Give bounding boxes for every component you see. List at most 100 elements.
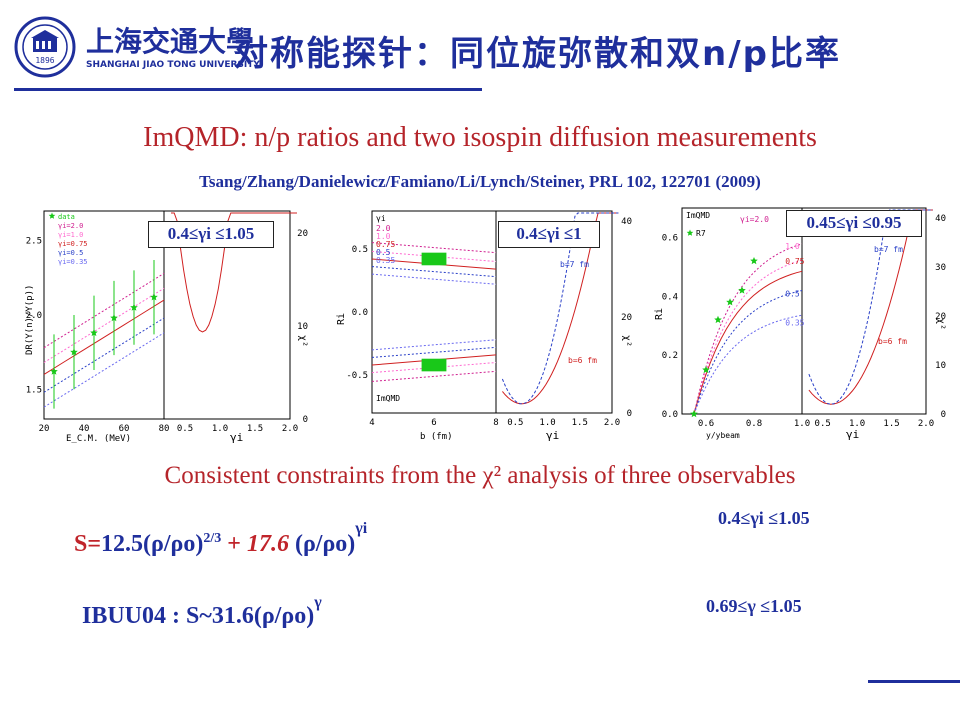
p1-xtick-2: 60: [119, 424, 130, 434]
p3-chitick-1: 10: [935, 361, 946, 371]
p1-ylabel: DR(Y(n)/Y(p)): [25, 285, 35, 355]
p2-xtick-1: 6: [431, 418, 436, 428]
p2-lower-curve-0: [371, 370, 497, 382]
p3-chitick-4: 40: [935, 214, 946, 224]
p1-model-curve-0: [43, 272, 165, 349]
p2-legend-3: 0.5: [376, 248, 391, 257]
p1-legend-5: γi=0.35: [58, 258, 88, 266]
p3-curve-label-3: 0.35: [785, 319, 804, 328]
p1-model-curve-2: [43, 299, 165, 375]
panel3-range-box: 0.45≤γi ≤0.95: [786, 210, 922, 237]
university-seal: 1896: [14, 16, 76, 78]
p1-model-curve-4: [43, 332, 165, 408]
p1-data-point-2: [90, 328, 98, 337]
formula-s: S=: [74, 531, 102, 557]
p3-xlabel2: γi: [846, 428, 859, 441]
p3-data-point-0: [690, 410, 698, 418]
p3-xtick2-1: 1.0: [849, 419, 865, 429]
header-divider: [14, 88, 482, 91]
logo-english: SHANGHAI JIAO TONG UNIVERSITY: [86, 60, 260, 70]
p1-chitick-0: 0: [303, 415, 308, 425]
p2-legend-4: 0.35: [376, 256, 395, 265]
p1-xtick-1: 40: [79, 424, 90, 434]
p1-ytick-0: 1.5: [26, 385, 42, 395]
p3-legend-r7: R7: [696, 229, 706, 238]
p3-xtick2-3: 2.0: [918, 419, 934, 429]
p1-data-point-0: [50, 367, 58, 375]
p3-ytick-3: 0.6: [662, 233, 678, 243]
formula-ibuu04: IBUU04 : S~31.6(ρ/ρo)γ: [82, 594, 322, 630]
p1-xlabel2: γi: [230, 431, 243, 444]
p2-b6-label: b=6 fm: [568, 356, 597, 365]
p3-xlabel: y/ybeam: [706, 431, 740, 440]
p1-chi2-curve: [171, 212, 297, 333]
p1-ytick-1: 2.0: [26, 311, 42, 321]
p2-upper-curve-0: [371, 242, 497, 254]
p2-chitick-0: 0: [627, 409, 632, 419]
p2-b7-label: b=7 fm: [560, 260, 589, 269]
p3-xtick2-0: 0.5: [815, 419, 831, 429]
p3-xtick2-2: 1.5: [883, 419, 899, 429]
p2-chitick-1: 20: [621, 313, 632, 323]
formula-imqmd: S=12.5(ρ/ρo)2/3 + 17.6 (ρ/ρo)γi: [74, 520, 367, 558]
p1-legend-2: γi=1.0: [58, 231, 83, 239]
p2-legend-0: 2.0: [376, 224, 391, 233]
formula-exp2: γi: [355, 520, 368, 537]
p2-legend-1: 1.0: [376, 232, 391, 241]
p3-xtick-0: 0.6: [698, 419, 714, 429]
p3-legend-head: γi=2.0: [740, 215, 769, 224]
p1-chi-label: χ²: [297, 335, 308, 347]
chart-panel-2: Ri b (fm) γi χ² ImQMD b=7 fm b=6 fm γi2.…: [336, 210, 632, 442]
p1-legend-4: γi=0.5: [58, 249, 83, 257]
chart-panel-3: Ri y/ybeam γi χ² ImQMD γi=2.0 R7 b=7 fm …: [654, 207, 946, 441]
p2-ytick-2: 0.5: [352, 245, 368, 255]
p1-model-curve-3: [43, 317, 165, 393]
p1-data-point-4: [130, 303, 138, 311]
p3-data-point-3: [726, 298, 734, 306]
p3-data-point-4: [738, 286, 746, 294]
formula-plus: +: [221, 531, 247, 557]
p2-upper-curve-4: [371, 273, 497, 285]
p3-xtick-2: 1.0: [794, 419, 810, 429]
p1-xtick2-3: 2.0: [282, 424, 298, 434]
p2-xtick2-1: 1.0: [539, 418, 555, 428]
p2-xtick2-3: 2.0: [604, 418, 620, 428]
seal-year: 1896: [35, 56, 54, 65]
p1-legend-0: data: [58, 213, 75, 221]
p3-ytick-2: 0.4: [662, 292, 678, 302]
p1-xtick-3: 80: [159, 424, 170, 434]
p3-model-curve-1: [693, 259, 803, 415]
p3-chi2-b7: [808, 209, 933, 405]
p3-b7-label: b=7 fm: [874, 245, 903, 254]
page-title: 对称能探针：同位旋弥散和双n/p比率: [234, 34, 841, 74]
p3-model-curve-0: [693, 243, 803, 415]
formula2-exp: γ: [314, 594, 322, 611]
p3-chitick-2: 20: [935, 312, 946, 322]
p1-legend-3: γi=0.75: [58, 240, 88, 248]
p3-chitick-3: 30: [935, 263, 946, 273]
p2-lower-curve-3: [371, 346, 497, 358]
p3-chi-label: χ²: [935, 318, 946, 330]
range-ibuu04: 0.69≤γ ≤1.05: [706, 596, 802, 616]
p2-lower-data-box: [421, 358, 447, 372]
p1-chitick-2: 20: [297, 229, 308, 239]
p3-curve-label-0: 1.0: [785, 242, 800, 251]
p2-xlabel2: γi: [546, 429, 559, 442]
p3-model-curve-4: [693, 314, 803, 415]
p3-b6-label: b=6 fm: [878, 337, 907, 346]
p1-ytick-2: 2.5: [26, 237, 42, 247]
chart-panel-1: DR(Y(n)/Y(p)) E_C.M. (MeV) γi χ² dataγi=…: [25, 210, 308, 444]
footer-divider: [868, 680, 960, 683]
p3-ylabel: Ri: [654, 308, 665, 320]
p2-ytick-0: -0.5: [346, 371, 368, 381]
p2-upper-curve-1: [371, 250, 497, 262]
formula-term2: (ρ/ρo): [288, 531, 356, 557]
formula2-term: 31.6(ρ/ρo): [211, 603, 315, 629]
p2-ylabel: Ri: [336, 313, 347, 325]
p1-legend-1: γi=2.0: [58, 222, 83, 230]
formula-term1: 12.5(ρ/ρo): [101, 531, 204, 557]
p3-model-label: ImQMD: [686, 211, 710, 220]
p1-xtick-0: 20: [39, 424, 50, 434]
p3-legend-r7-marker: [686, 229, 694, 236]
logo-chinese: 上海交通大學: [86, 25, 255, 58]
